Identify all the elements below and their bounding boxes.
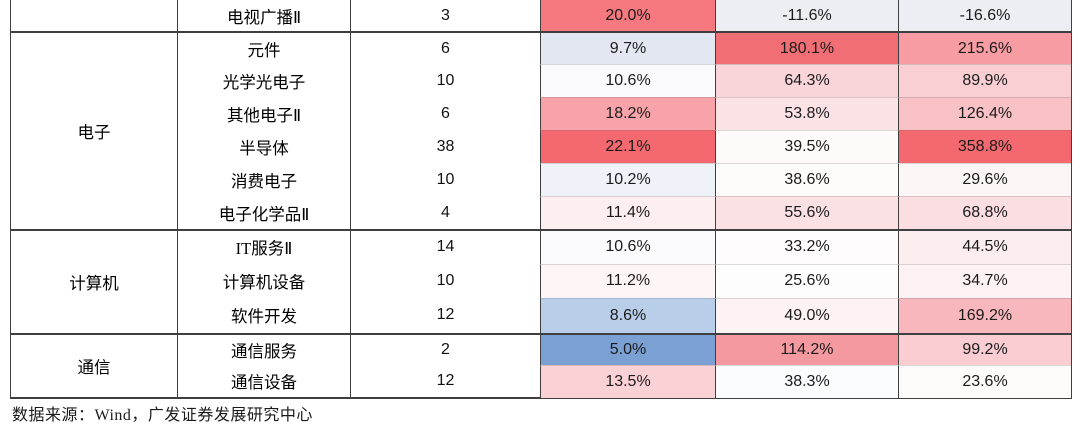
heatmap-value-cell: 10.6% [540,64,715,97]
heatmap-value-cell: 10.2% [540,163,715,196]
stock-count-cell: 2 [350,332,540,365]
subindustry-name-cell: 通信服务 [177,332,350,365]
subindustry-name-cell: 元件 [177,31,350,64]
stock-count-cell: 6 [350,97,540,130]
stock-count-cell: 12 [350,298,540,333]
heatmap-value-cell: 13.5% [540,365,715,398]
heatmap-value-cell: 10.6% [540,229,715,264]
industry-group-cell: 计算机 [11,229,177,333]
subindustry-name-cell: 光学光电子 [177,64,350,97]
industry-group-cell: 电子 [11,31,177,229]
subindustry-name-cell: 软件开发 [177,298,350,333]
subindustry-name-cell: 电视广播Ⅱ [177,0,350,31]
heatmap-value-cell: 11.2% [540,263,715,298]
heatmap-value-cell: 23.6% [898,365,1071,398]
heatmap-value-cell: 126.4% [898,97,1071,130]
heatmap-value-cell: 25.6% [715,263,898,298]
heatmap-value-cell: 22.1% [540,130,715,163]
sector-heatmap-table: 电视广播Ⅱ 3 20.0% -11.6% -16.6% 电子 元件 6 9.7% 180.1% 21… [10,0,1072,399]
stock-count-cell: 38 [350,130,540,163]
stock-count-cell: 6 [350,31,540,64]
heatmap-value-cell: 11.4% [540,196,715,229]
subindustry-name-cell: 电子化学品Ⅱ [177,196,350,229]
subindustry-name-cell: 其他电子Ⅱ [177,97,350,130]
heatmap-value-cell: -11.6% [715,0,898,31]
heatmap-value-cell: 169.2% [898,298,1071,333]
heatmap-value-cell: 358.8% [898,130,1071,163]
heatmap-value-cell: 33.2% [715,229,898,264]
heatmap-value-cell: 89.9% [898,64,1071,97]
subindustry-name-cell: 消费电子 [177,163,350,196]
heatmap-value-cell: 44.5% [898,229,1071,264]
heatmap-value-cell: 49.0% [715,298,898,333]
heatmap-value-cell: 5.0% [540,332,715,365]
heatmap-value-cell: -16.6% [898,0,1071,31]
stock-count-cell: 3 [350,0,540,31]
heatmap-value-cell: 8.6% [540,298,715,333]
heatmap-value-cell: 114.2% [715,332,898,365]
subindustry-name-cell: 半导体 [177,130,350,163]
heatmap-value-cell: 180.1% [715,31,898,64]
stock-count-cell: 14 [350,229,540,264]
industry-group-cell: 通信 [11,332,177,398]
heatmap-value-cell: 39.5% [715,130,898,163]
heatmap-value-cell: 38.6% [715,163,898,196]
heatmap-value-cell: 215.6% [898,31,1071,64]
stock-count-cell: 10 [350,163,540,196]
heatmap-value-cell: 9.7% [540,31,715,64]
subindustry-name-cell: 计算机设备 [177,263,350,298]
heatmap-value-cell: 38.3% [715,365,898,398]
stock-count-cell: 12 [350,365,540,398]
stock-count-cell: 10 [350,263,540,298]
heatmap-value-cell: 29.6% [898,163,1071,196]
heatmap-value-cell: 18.2% [540,97,715,130]
subindustry-name-cell: 通信设备 [177,365,350,398]
stock-count-cell: 4 [350,196,540,229]
stock-count-cell: 10 [350,64,540,97]
heatmap-value-cell: 99.2% [898,332,1071,365]
heatmap-value-cell: 20.0% [540,0,715,31]
heatmap-value-cell: 34.7% [898,263,1071,298]
subindustry-name-cell: IT服务Ⅱ [177,229,350,264]
heatmap-value-cell: 55.6% [715,196,898,229]
heatmap-value-cell: 53.8% [715,97,898,130]
data-source-note: 数据来源：Wind，广发证券发展研究中心 [12,407,313,424]
heatmap-value-cell: 64.3% [715,64,898,97]
industry-group-cell [11,0,177,31]
heatmap-value-cell: 68.8% [898,196,1071,229]
